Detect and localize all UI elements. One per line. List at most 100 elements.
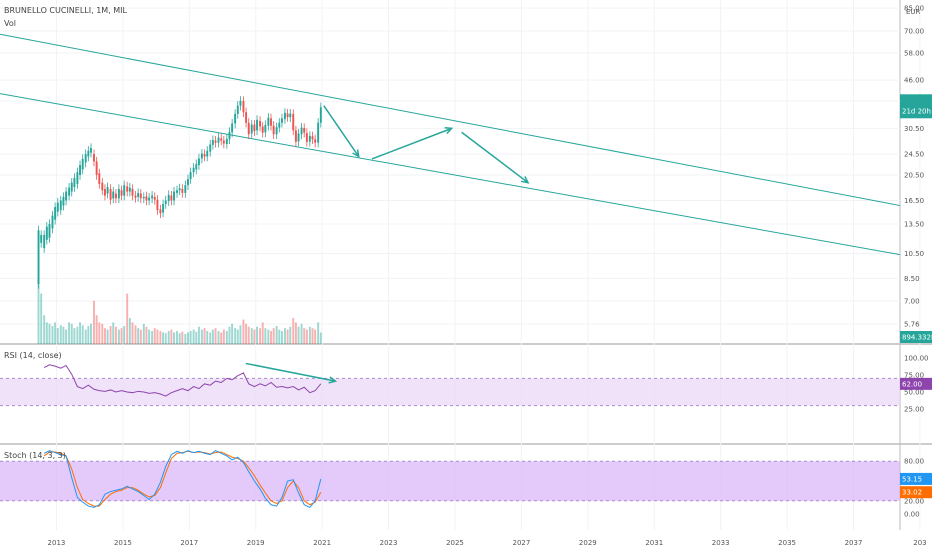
- candle-body: [197, 158, 200, 166]
- candle-body: [220, 138, 223, 141]
- volume-bar: [187, 332, 189, 344]
- volume-bar: [239, 325, 242, 344]
- volume-bar: [197, 326, 200, 344]
- candle-body: [308, 135, 311, 142]
- stoch-k-badge: 53.15: [902, 475, 922, 483]
- volume-bar: [206, 331, 209, 344]
- volume-bar: [43, 315, 46, 344]
- x-tick-label: 2023: [380, 539, 398, 547]
- rsi-band: [0, 378, 900, 406]
- rsi-tick-label: 50.00: [904, 389, 924, 397]
- stoch-pane: [0, 450, 900, 509]
- volume-bar: [303, 328, 306, 344]
- stoch-tick-label: 0.00: [904, 511, 920, 519]
- stoch-k-badge-bg: [900, 472, 932, 485]
- volume-bar: [159, 331, 162, 344]
- candle-body: [81, 158, 84, 170]
- candle-body: [73, 177, 76, 188]
- candle-body: [245, 112, 248, 123]
- projection-arrow: [323, 105, 360, 157]
- price-tick-label: 24.50: [904, 151, 924, 159]
- candle-body: [192, 167, 195, 173]
- x-tick-label: 2029: [579, 539, 597, 547]
- volume-bar: [59, 325, 62, 344]
- candle-body: [181, 188, 184, 193]
- rsi-tick-label: 75.00: [904, 372, 924, 380]
- volume-bar: [264, 328, 267, 344]
- candle-body: [159, 209, 162, 214]
- volume-bar: [311, 328, 314, 344]
- stoch-tick-label: 80.00: [904, 458, 924, 466]
- x-tick-label: 2035: [778, 539, 796, 547]
- volume-bar: [173, 332, 175, 344]
- candle-body: [79, 165, 82, 175]
- price-tick-label: 85.00: [904, 5, 924, 13]
- candle-body: [200, 153, 203, 159]
- volume-bar: [294, 322, 297, 344]
- candle-body: [62, 196, 65, 206]
- x-tick-label: 2019: [247, 539, 265, 547]
- volume-bar: [231, 323, 234, 344]
- rsi-tick-label: 100.00: [904, 355, 929, 363]
- volume-bar: [156, 329, 159, 344]
- candle-body: [236, 105, 239, 114]
- price-candles: [37, 96, 322, 289]
- volume-bar: [134, 325, 137, 344]
- rsi-value-badge-bg: [900, 377, 932, 390]
- volume-bar: [76, 326, 79, 344]
- rsi-divergence-arrow: [245, 362, 336, 382]
- candle-body: [209, 144, 212, 152]
- candle-body: [109, 188, 112, 200]
- candle-body: [292, 113, 295, 131]
- symbol-title: BRUNELLO CUCINELLI, 1M, MIL: [4, 6, 128, 15]
- volume-bar: [297, 326, 300, 344]
- volume-bar: [142, 323, 145, 344]
- candle-body: [231, 123, 234, 133]
- volume-bar: [84, 329, 87, 344]
- candle-body: [162, 204, 165, 213]
- volume-bar: [95, 315, 98, 344]
- candle-body: [51, 215, 54, 229]
- volume-bar: [222, 329, 225, 344]
- volume-bar: [319, 332, 322, 344]
- candle-body: [289, 113, 292, 118]
- x-tick-label: 2013: [48, 539, 66, 547]
- candle-body: [228, 131, 231, 140]
- candle-body: [167, 194, 170, 202]
- x-tick-label: 2021: [313, 539, 331, 547]
- candle-body: [270, 118, 272, 126]
- volume-bar: [137, 328, 140, 344]
- grid: [0, 0, 932, 530]
- stoch-d-badge: 33.02: [902, 489, 922, 497]
- candle-body: [95, 161, 98, 175]
- candle-body: [103, 188, 106, 196]
- candle-body: [239, 100, 242, 106]
- volume-bar: [170, 329, 173, 344]
- volume-bar: [189, 331, 192, 344]
- volume-bar: [103, 328, 106, 344]
- volume-bar: [167, 331, 170, 344]
- volume-bar: [270, 331, 272, 344]
- volume-bar: [220, 332, 223, 344]
- volume-bar: [275, 326, 278, 344]
- volume-bar: [280, 331, 283, 344]
- volume-bar: [131, 322, 134, 344]
- volume-bar: [90, 323, 92, 344]
- candle-body: [305, 133, 308, 142]
- volume-bar: [300, 323, 303, 344]
- candle-body: [189, 172, 192, 180]
- candle-body: [48, 224, 51, 238]
- price-tick-label: 8.50: [904, 275, 920, 283]
- candle-body: [112, 191, 115, 199]
- candle-body: [101, 182, 104, 191]
- candle-body: [283, 112, 286, 120]
- channel-trendline: [0, 93, 901, 256]
- pane-labels: BRUNELLO CUCINELLI, 1M, MIL Vol RSI (14,…: [4, 6, 921, 460]
- candle-body: [300, 127, 303, 135]
- candle-body: [84, 154, 87, 163]
- candle-body: [187, 179, 189, 186]
- price-tick-label: 13.50: [904, 221, 924, 229]
- stoch-label: Stoch (14, 3, 3): [4, 451, 66, 460]
- volume-bar: [54, 322, 57, 344]
